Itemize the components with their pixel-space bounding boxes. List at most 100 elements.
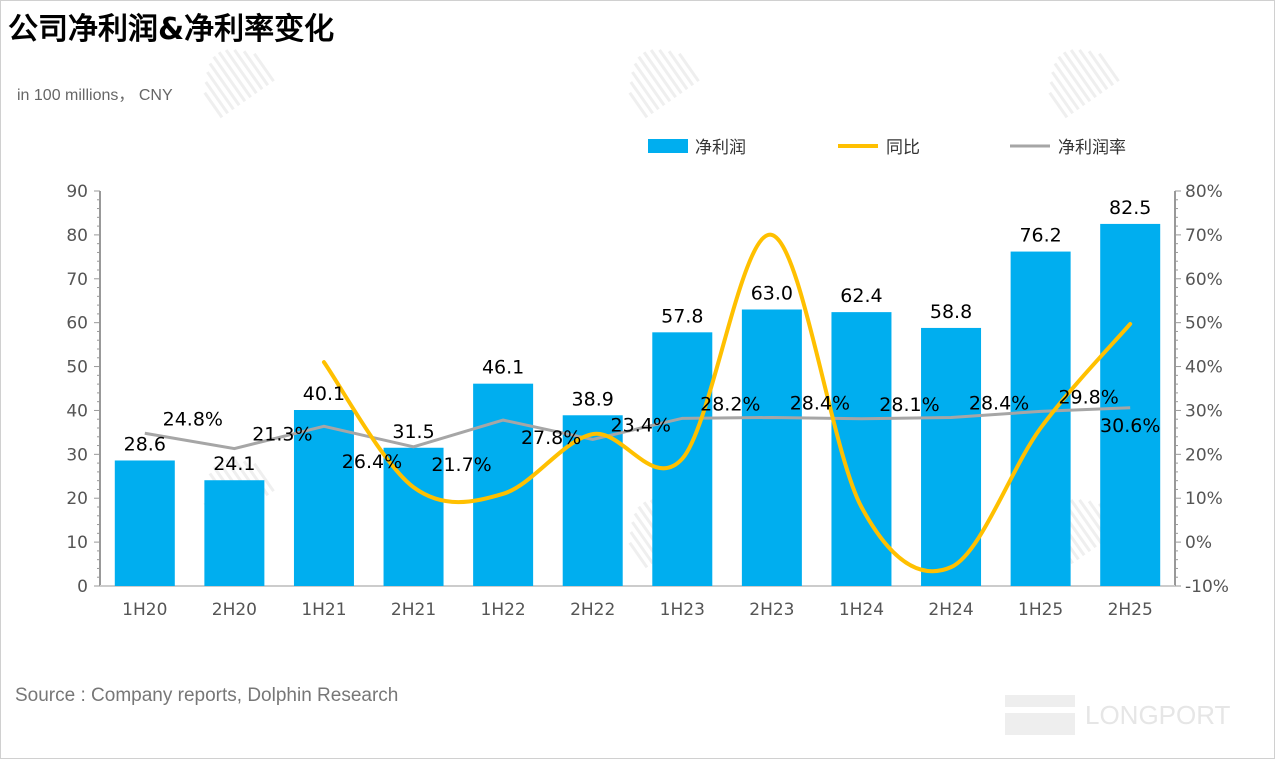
right-axis-tick-label: 60% [1185,270,1223,290]
watermark-stripe [649,49,683,95]
watermark-stripe [208,62,241,107]
source-note: Source : Company reports, Dolphin Resear… [15,685,399,706]
watermark-stripe [206,71,235,111]
watermark-stripe [1078,48,1109,91]
right-axis-tick-label: 40% [1185,358,1223,378]
bar-net-profit [1100,223,1161,586]
x-axis-tick-label: 2H21 [391,600,436,620]
watermark-mark-icon [1048,48,1120,119]
x-axis-tick-label: 1H23 [660,600,705,620]
bar-data-label: 62.4 [840,285,882,307]
legend-swatch-net-profit [648,139,688,153]
net-margin-data-label: 21.3% [252,424,312,446]
bar-data-label: 58.8 [930,301,972,323]
bar-data-label: 38.9 [572,388,614,410]
left-axis-tick-label: 60 [66,314,88,334]
x-axis-tick-label: 2H25 [1108,600,1153,620]
legend-label: 同比 [886,138,920,158]
bar-data-label: 31.5 [392,421,434,443]
right-axis-tick-label: 80% [1185,182,1223,202]
watermark-stripe [253,462,275,493]
left-axis-tick-label: 70 [66,270,88,290]
watermark-stripe [203,91,224,119]
left-axis-tick-label: 0 [77,577,88,597]
bar-data-label: 57.8 [661,305,703,327]
right-axis-tick-label: 0% [1185,533,1212,553]
net-margin-data-label: 27.8% [521,427,581,449]
x-axis-tick-label: 1H21 [301,600,346,620]
watermark-stripe [224,49,258,95]
logo-mark-icon [1005,695,1075,735]
net-margin-line [144,406,1131,451]
chart-title: 公司净利润&净利率变化 [8,12,335,47]
bar-net-profit [1010,251,1071,587]
watermark-stripe [217,51,252,99]
bar-net-profit [204,480,265,586]
net-margin-data-label: 24.8% [163,408,223,430]
net-margin-data-label: 28.1% [879,394,939,416]
left-axis-tick-label: 30 [66,445,88,465]
watermark-stripe [642,51,677,99]
x-axis-tick-label: 2H20 [212,600,257,620]
bar-data-label: 40.1 [303,383,345,405]
watermark-stripe [242,50,270,87]
x-axis-tick-label: 1H22 [481,600,526,620]
left-axis-tick-label: 10 [66,533,88,553]
watermark-stripe [233,48,264,91]
bar-data-label: 24.1 [213,453,255,475]
right-axis-tick-label: 30% [1185,401,1223,421]
watermark-stripe [212,55,247,103]
bar-net-profit [741,309,802,586]
right-axis-tick-label: 70% [1185,226,1223,246]
net-margin-data-label: 28.4% [790,392,850,414]
unit-label: in 100 millions， CNY [17,87,173,104]
watermark-stripe [637,55,672,103]
left-axis-tick-label: 20 [66,489,88,509]
bar-net-profit [114,460,175,586]
bar-data-label: 28.6 [124,433,166,455]
watermark-stripe [633,62,666,107]
net-margin-data-label: 28.2% [700,393,760,415]
watermark-stripe [628,541,649,569]
x-axis-tick-label: 1H24 [839,600,884,620]
watermark-stripe [253,52,275,83]
watermark-mark-icon [628,48,700,119]
right-axis-tick-label: 20% [1185,445,1223,465]
x-axis-tick-label: 1H20 [122,600,167,620]
left-axis-tick-label: 80 [66,226,88,246]
left-axis-tick-label: 50 [66,358,88,378]
legend-label: 净利润率 [1058,138,1126,158]
watermark-stripe [1087,50,1115,87]
x-axis-tick-label: 2H22 [570,600,615,620]
bar-data-label: 46.1 [482,357,524,379]
net-margin-data-label: 26.4% [342,451,402,473]
watermark-stripe [1049,81,1074,115]
legend-label: 净利润 [695,138,746,158]
watermark-stripe [204,81,229,115]
watermark-stripe [629,531,654,565]
watermark-stripe [629,81,654,115]
watermark-stripe [631,71,660,111]
bar-net-profit [921,327,982,586]
bar-net-profit [383,447,444,586]
bar-net-profit [293,410,354,586]
watermark-stripe [1069,499,1103,545]
watermark-stripe [1057,55,1092,103]
watermark-stripe [658,48,689,91]
yoy-growth-line [321,232,1133,574]
left-axis-tick-label: 90 [66,182,88,202]
x-axis-tick-label: 2H23 [749,600,794,620]
bar-data-label: 76.2 [1019,225,1061,247]
net-margin-data-label: 21.7% [431,454,491,476]
watermark-stripe [678,52,700,83]
watermark-stripe [667,50,695,87]
watermark-stripe [1062,51,1097,99]
left-axis-tick-label: 40 [66,401,88,421]
x-axis-tick-label: 1H25 [1018,600,1063,620]
right-axis-tick-label: 10% [1185,489,1223,509]
right-axis-tick-label: 50% [1185,314,1223,334]
watermark-mark-icon [203,48,275,119]
net-margin-data-label: 30.6% [1100,415,1160,437]
watermark-stripe [1069,49,1103,95]
